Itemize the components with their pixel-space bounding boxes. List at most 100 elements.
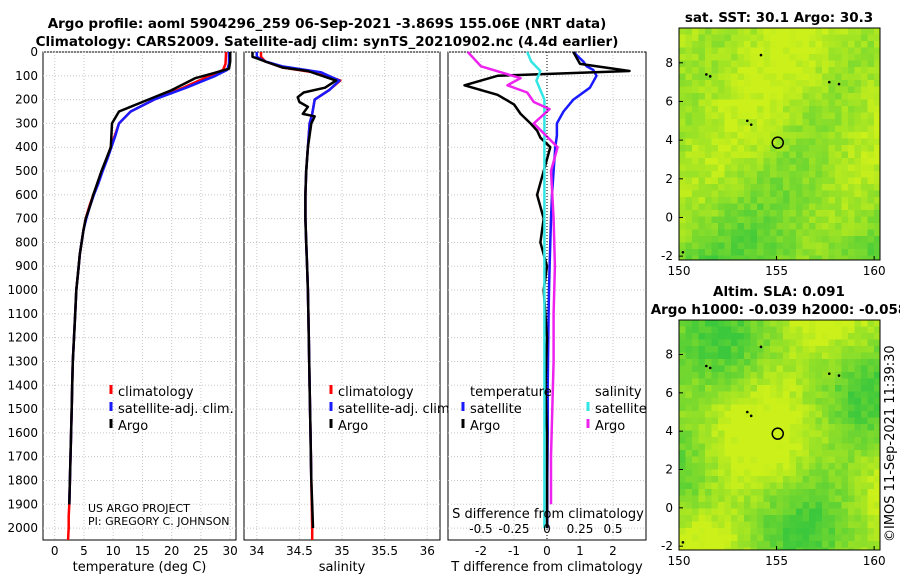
map-pixel xyxy=(809,216,816,224)
map-pixel xyxy=(685,450,693,457)
map-pixel xyxy=(776,463,784,470)
map-pixel xyxy=(731,359,738,366)
map-pixel xyxy=(750,242,758,250)
map-pixel xyxy=(705,177,712,185)
map-pixel xyxy=(757,86,764,94)
y-tick-label: -2 xyxy=(661,249,673,263)
map-pixel xyxy=(750,411,758,418)
map-pixel xyxy=(861,326,868,334)
map-pixel xyxy=(711,469,719,477)
map-pixel xyxy=(854,378,862,386)
map-pixel xyxy=(802,145,810,152)
map-pixel xyxy=(724,352,732,360)
map-pixel xyxy=(815,236,823,243)
map-pixel xyxy=(874,541,881,548)
map-pixel xyxy=(770,398,777,405)
map-pixel xyxy=(724,469,732,477)
map-pixel xyxy=(744,54,751,61)
map-pixel xyxy=(854,164,862,172)
map-pixel xyxy=(750,80,758,87)
map-pixel xyxy=(744,164,751,172)
map-pixel xyxy=(744,132,751,139)
map-pixel xyxy=(874,417,881,425)
map-pixel xyxy=(698,534,706,542)
map-pixel xyxy=(861,495,868,503)
map-pixel xyxy=(835,489,842,496)
y-tick-label: 1000 xyxy=(7,283,38,297)
map-pixel xyxy=(724,346,732,353)
map-pixel xyxy=(822,216,829,224)
map-pixel xyxy=(685,333,693,340)
map-pixel xyxy=(692,93,699,100)
map-pixel xyxy=(835,151,842,159)
map-pixel xyxy=(776,151,784,159)
map-pixel xyxy=(802,190,810,198)
map-pixel xyxy=(711,151,719,159)
map-pixel xyxy=(809,495,816,503)
map-pixel xyxy=(763,534,771,542)
map-pixel xyxy=(809,339,816,347)
map-pixel xyxy=(861,365,868,373)
map-pixel xyxy=(705,132,712,139)
map-pixel xyxy=(783,158,790,165)
map-pixel xyxy=(724,365,732,373)
map-pixel xyxy=(731,326,738,334)
map-pixel xyxy=(867,411,875,418)
map-pixel xyxy=(770,378,777,386)
map-pixel xyxy=(705,112,712,120)
map-pixel xyxy=(822,236,829,243)
map-pixel xyxy=(679,73,686,81)
map-pixel xyxy=(705,210,712,217)
map-pixel xyxy=(692,177,699,185)
map-pixel xyxy=(750,320,758,327)
credit-project: US ARGO PROJECT xyxy=(88,502,190,515)
map-pixel xyxy=(698,385,706,392)
map-pixel xyxy=(835,93,842,100)
map-pixel xyxy=(679,99,686,107)
map-pixel xyxy=(705,73,712,81)
map-pixel xyxy=(822,502,829,509)
map-pixel xyxy=(802,197,810,204)
map-pixel xyxy=(679,385,686,392)
map-pixel xyxy=(750,99,758,107)
legend-label: satellite xyxy=(595,402,647,417)
map-pixel xyxy=(835,197,842,204)
map-pixel xyxy=(783,456,790,464)
salinity-diff-tick-label: -0.25 xyxy=(498,522,529,536)
map-pixel xyxy=(783,106,790,113)
map-pixel xyxy=(724,34,732,42)
map-pixel xyxy=(822,326,829,334)
map-pixel xyxy=(854,216,862,224)
map-pixel xyxy=(679,482,686,490)
map-pixel xyxy=(679,138,686,146)
map-pixel xyxy=(705,385,712,392)
map-pixel xyxy=(698,326,706,334)
map-pixel xyxy=(822,495,829,503)
map-pixel xyxy=(685,171,693,178)
map-pixel xyxy=(731,378,738,386)
map-pixel xyxy=(718,203,725,211)
map-pixel xyxy=(737,385,745,392)
map-pixel xyxy=(867,112,875,120)
map-pixel xyxy=(861,223,868,230)
map-pixel xyxy=(809,502,816,509)
map-pixel xyxy=(822,541,829,548)
map-pixel xyxy=(737,145,745,152)
map-pixel xyxy=(750,541,758,548)
map-pixel xyxy=(848,365,855,373)
map-pixel xyxy=(854,411,862,418)
map-pixel xyxy=(698,242,706,250)
map-pixel xyxy=(770,73,777,81)
map-pixel xyxy=(822,508,829,516)
map-pixel xyxy=(737,521,745,529)
map-pixel xyxy=(861,197,868,204)
map-pixel xyxy=(731,463,738,470)
map-pixel xyxy=(698,73,706,81)
map-pixel xyxy=(679,365,686,373)
map-pixel xyxy=(757,443,764,451)
map-pixel xyxy=(874,443,881,451)
map-pixel xyxy=(822,365,829,373)
map-pixel xyxy=(874,378,881,386)
map-pixel xyxy=(770,339,777,347)
map-pixel xyxy=(770,242,777,250)
